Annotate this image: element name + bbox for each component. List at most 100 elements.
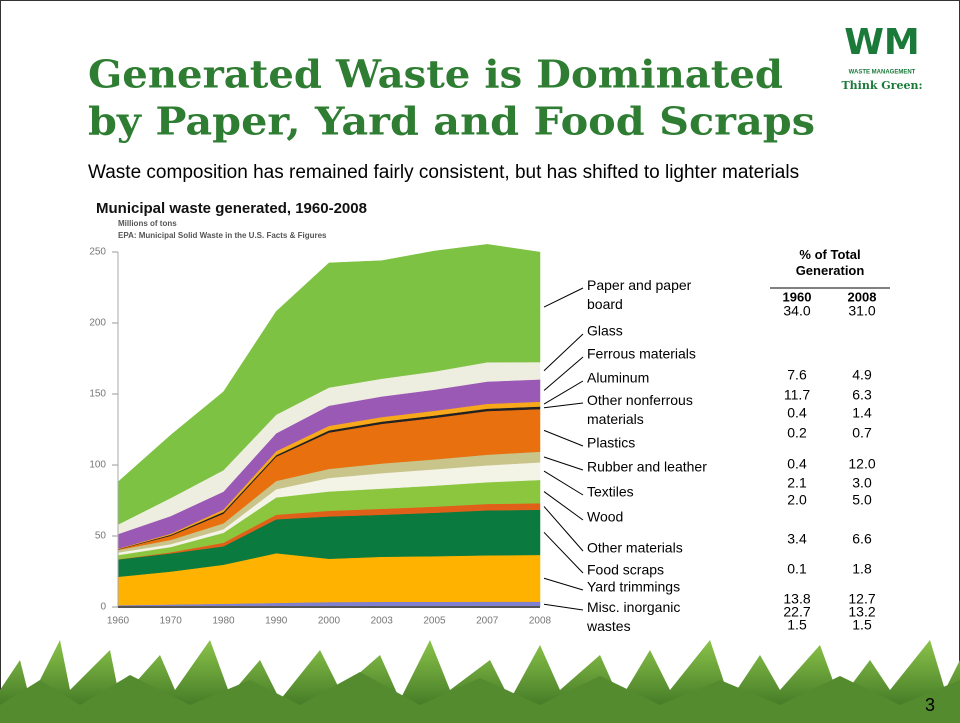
leader-line bbox=[543, 577, 584, 591]
leader-line bbox=[543, 287, 584, 308]
legend-entry: Paper and paper board bbox=[543, 277, 692, 312]
table-cell: 11.7 bbox=[784, 387, 810, 403]
leader-line bbox=[543, 380, 584, 405]
table-cell: 13.8 bbox=[783, 591, 810, 607]
legend-entry: Food scraps bbox=[543, 531, 664, 578]
legend-label: Ferrous materials bbox=[587, 346, 696, 362]
table-cell: 12.0 bbox=[848, 456, 875, 472]
table-cell: 2.0 bbox=[787, 492, 807, 508]
chart-source: EPA: Municipal Solid Waste in the U.S. F… bbox=[118, 231, 327, 240]
table-title-line: % of Total bbox=[799, 247, 860, 262]
chart-subtitle: Millions of tons bbox=[118, 219, 177, 228]
chart-title: Municipal waste generated, 1960-2008 bbox=[96, 200, 367, 217]
slide-title: Generated Waste is Dominated bbox=[88, 52, 783, 97]
table-title: % of Total Generation bbox=[796, 247, 865, 278]
legend-label: Yard trimmings bbox=[587, 579, 680, 595]
legend-label: Other materials bbox=[587, 540, 683, 556]
table-cell: 0.7 bbox=[852, 425, 872, 441]
legend-label: Plastics bbox=[587, 435, 635, 451]
table-cell: 0.4 bbox=[787, 405, 807, 421]
legend-entry: Yard trimmings bbox=[543, 577, 680, 595]
table-cell: 1.5 bbox=[787, 617, 807, 633]
table-cell: 12.7 bbox=[848, 591, 875, 607]
table-cell: 6.3 bbox=[852, 387, 872, 403]
legend-label: Paper and paper board bbox=[587, 277, 692, 312]
legend-entry: Rubber and leather bbox=[543, 456, 707, 475]
table-cell: 1.4 bbox=[852, 405, 872, 421]
table-cell: 1.8 bbox=[852, 561, 872, 577]
y-tick-label: 250 bbox=[89, 247, 106, 258]
legend-entry: Misc. inorganic wastes bbox=[543, 599, 680, 634]
x-tick-label: 2000 bbox=[318, 616, 341, 627]
legend-entry: Aluminum bbox=[543, 370, 649, 405]
leader-line bbox=[543, 429, 584, 447]
y-tick-label: 50 bbox=[95, 531, 107, 542]
logo-mark: WM bbox=[844, 22, 920, 63]
legend-label: Other nonferrous materials bbox=[587, 392, 693, 427]
legend-label: Aluminum bbox=[587, 370, 649, 386]
legend-label: Textiles bbox=[587, 484, 634, 500]
legend-line: wastes bbox=[586, 618, 631, 634]
logo-name: WASTE MANAGEMENT bbox=[849, 70, 916, 76]
x-tick-label: 1970 bbox=[160, 616, 183, 627]
legend-line: materials bbox=[587, 411, 644, 427]
leader-line bbox=[543, 603, 584, 611]
table-title-line: Generation bbox=[796, 263, 865, 278]
legend-label: Misc. inorganic wastes bbox=[586, 599, 680, 634]
legend-line: Misc. inorganic bbox=[587, 599, 680, 615]
table-cell: 31.0 bbox=[848, 303, 875, 319]
leader-line bbox=[543, 356, 584, 391]
legend-label: Wood bbox=[587, 509, 623, 525]
table-cell: 5.0 bbox=[852, 492, 872, 508]
table-cell: 22.7 bbox=[783, 604, 810, 620]
y-tick-label: 0 bbox=[100, 602, 106, 613]
legend-entry: Ferrous materials bbox=[543, 346, 696, 391]
table-cell: 0.1 bbox=[787, 561, 807, 577]
legend-entry: Wood bbox=[543, 491, 623, 525]
x-tick-label: 2003 bbox=[371, 616, 394, 627]
legend-line: board bbox=[587, 296, 623, 312]
x-tick-label: 1980 bbox=[212, 616, 235, 627]
legend-entry: Glass bbox=[543, 323, 623, 372]
logo: WM WASTE MANAGEMENT Think Green: bbox=[841, 22, 922, 92]
leader-line bbox=[543, 402, 584, 409]
leader-line bbox=[543, 491, 584, 521]
grass bbox=[0, 640, 960, 723]
x-tick-label: 2008 bbox=[529, 616, 552, 627]
x-tick-label: 1960 bbox=[107, 616, 130, 627]
table-cell: 4.9 bbox=[852, 367, 872, 383]
legend-entry: Plastics bbox=[543, 429, 635, 451]
legend-entry: Other materials bbox=[543, 506, 683, 556]
table-header: 2008 bbox=[848, 289, 877, 304]
legend-entry: Textiles bbox=[543, 470, 634, 500]
leader-line bbox=[543, 456, 584, 471]
y-tick-label: 150 bbox=[89, 389, 106, 400]
legend-label: Rubber and leather bbox=[587, 459, 707, 475]
legend-label: Food scraps bbox=[587, 562, 664, 578]
leader-line bbox=[543, 506, 584, 552]
page-number: 3 bbox=[925, 695, 935, 715]
x-tick-label: 2005 bbox=[423, 616, 446, 627]
x-tick-label: 1990 bbox=[265, 616, 288, 627]
leader-line bbox=[543, 531, 584, 574]
slide-subtitle: Waste composition has remained fairly co… bbox=[88, 162, 799, 183]
table-cell: 34.0 bbox=[783, 303, 810, 319]
table-cell: 2.1 bbox=[787, 475, 807, 491]
logo-slogan: Think Green: bbox=[841, 79, 922, 92]
table-cell: 0.2 bbox=[787, 425, 807, 441]
table-cell: 13.2 bbox=[848, 604, 875, 620]
table-cell: 7.6 bbox=[787, 367, 807, 383]
table-cell: 0.4 bbox=[787, 456, 807, 472]
y-tick-label: 200 bbox=[89, 318, 106, 329]
y-tick-label: 100 bbox=[89, 460, 106, 471]
table-cell: 1.5 bbox=[852, 617, 872, 633]
legend-label: Glass bbox=[587, 323, 623, 339]
legend-line: Paper and paper bbox=[587, 277, 692, 293]
legend-entry: Other nonferrous materials bbox=[543, 392, 693, 427]
area bbox=[117, 244, 541, 525]
leader-line bbox=[543, 333, 584, 372]
table-cell: 3.0 bbox=[852, 475, 872, 491]
x-tick-label: 2007 bbox=[476, 616, 499, 627]
slide-title: by Paper, Yard and Food Scraps bbox=[88, 99, 815, 144]
